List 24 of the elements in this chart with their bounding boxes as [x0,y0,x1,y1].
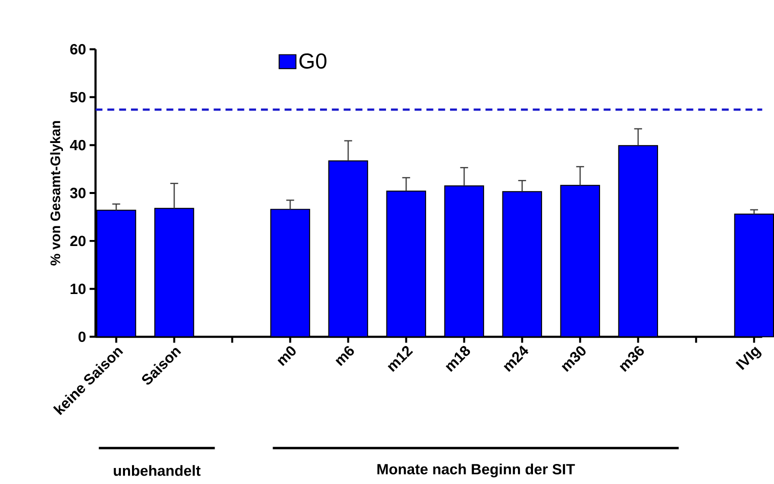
bar [328,160,368,338]
bar [96,210,136,338]
y-tick-label: 0 [78,332,86,342]
y-axis-title: % von Gesamt-Glykan [50,121,63,266]
bar [734,214,774,338]
text: unbehandelt [114,465,201,476]
bar [444,186,484,338]
x-tick-label: IVIg [736,346,762,370]
y-tick-label: 60 [70,44,86,55]
y-tick-label: 10 [70,284,86,294]
x-tick-label: m0 [278,346,296,366]
y-tick-label: 40 [70,140,86,151]
bar [618,145,658,338]
bar [502,191,542,338]
bar [560,185,600,338]
x-tick-label: m6 [336,346,354,366]
y-tick-label: 30 [70,188,86,198]
bar [386,190,426,338]
y-tick-label: 20 [70,236,86,246]
bar [154,208,194,338]
legend-label: G0 [299,54,326,69]
y-tick-label: 50 [70,92,86,103]
bar [270,209,310,338]
text: Monate nach Beginn der SIT [377,464,575,478]
